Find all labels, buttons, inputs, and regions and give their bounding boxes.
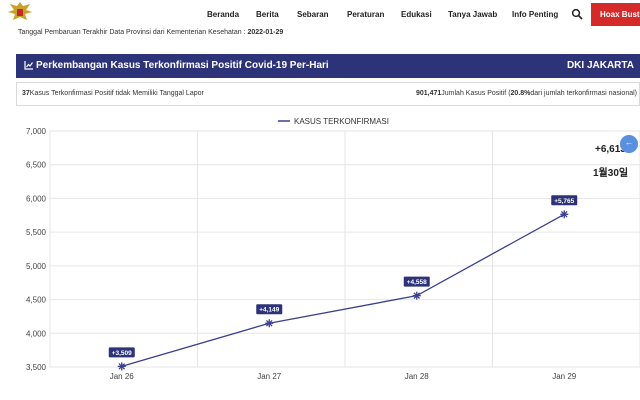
y-tick-label: 6,000 bbox=[26, 194, 47, 203]
y-tick-label: 5,000 bbox=[26, 262, 47, 271]
no-date-info: 37Kasus Terkonfirmasi Positif tidak Memi… bbox=[22, 90, 204, 97]
data-label: +4,558 bbox=[407, 279, 427, 286]
data-label-box bbox=[403, 276, 430, 287]
line-chart-icon bbox=[24, 61, 33, 70]
nav-item-edukasi[interactable]: Edukasi bbox=[401, 10, 432, 19]
y-tick-label: 4,000 bbox=[26, 329, 47, 338]
chart-title-bar: Perkembangan Kasus Terkonfirmasi Positif… bbox=[16, 54, 640, 78]
total-info: 901,471Jumlah Kasus Positif (20.8%dari j… bbox=[416, 90, 637, 97]
y-tick-label: 7,000 bbox=[26, 127, 47, 136]
data-label: +5,765 bbox=[554, 198, 574, 205]
chart-title: Perkembangan Kasus Terkonfirmasi Positif… bbox=[36, 60, 329, 71]
tooltip-date: 1월30일 bbox=[593, 168, 629, 179]
no-date-count: 37 bbox=[22, 90, 30, 97]
total-text: Jumlah Kasus Positif ( bbox=[441, 90, 511, 97]
y-tick-label: 4,500 bbox=[26, 296, 47, 305]
nav-item-tanya-jawab[interactable]: Tanya Jawab bbox=[448, 10, 498, 19]
legend-entry: KASUS TERKONFIRMASI bbox=[294, 117, 389, 126]
last-update-line: Tanggal Pembaruan Terakhir Data Provinsi… bbox=[18, 29, 283, 36]
garuda-logo-icon[interactable] bbox=[6, 0, 34, 26]
no-date-text: Kasus Terkonfirmasi Positif tidak Memili… bbox=[29, 90, 204, 97]
x-tick-label: Jan 26 bbox=[110, 372, 135, 381]
nav-item-beranda[interactable]: Beranda bbox=[207, 10, 240, 19]
data-label: +4,149 bbox=[259, 307, 279, 314]
total-count: 901,471 bbox=[415, 90, 442, 97]
y-tick-label: 6,500 bbox=[26, 161, 47, 170]
search-icon[interactable] bbox=[571, 8, 583, 20]
nav-item-info-penting[interactable]: Info Penting bbox=[512, 10, 559, 19]
data-point-marker[interactable] bbox=[117, 362, 126, 371]
nav-item-peraturan[interactable]: Peraturan bbox=[347, 10, 385, 19]
region-name: DKI JAKARTA bbox=[566, 60, 634, 71]
data-point-marker[interactable] bbox=[412, 291, 421, 300]
top-navigation: Beranda Berita Sebaran Peraturan Edukasi… bbox=[0, 0, 640, 30]
data-label-box bbox=[108, 347, 135, 358]
data-point-marker[interactable] bbox=[560, 210, 569, 219]
tooltip-value: +6,613 bbox=[595, 144, 626, 155]
daily-cases-line-chart: 3,500 4,000 4,500 5,000 5,500 6,000 6,500 7,000… bbox=[26, 117, 640, 381]
nav-item-berita[interactable]: Berita bbox=[256, 10, 279, 19]
nav-item-sebaran[interactable]: Sebaran bbox=[297, 10, 329, 19]
data-label: +3,509 bbox=[112, 350, 132, 357]
x-tick-label: Jan 29 bbox=[552, 372, 577, 381]
total-percentage: 20.8% bbox=[510, 90, 531, 97]
case-info-bar: 37Kasus Terkonfirmasi Positif tidak Memi… bbox=[16, 82, 640, 106]
x-tick-label: Jan 28 bbox=[405, 372, 430, 381]
data-point-marker[interactable] bbox=[265, 319, 274, 328]
hoax-buster-button[interactable]: Hoax Buster bbox=[591, 3, 640, 26]
y-tick-label: 3,500 bbox=[26, 363, 47, 372]
floating-back-button[interactable]: ← bbox=[620, 135, 638, 153]
series-line bbox=[121, 213, 565, 368]
y-tick-label: 5,500 bbox=[26, 228, 47, 237]
last-update-text: Tanggal Pembaruan Terakhir Data Provinsi… bbox=[18, 29, 246, 36]
total-suffix: dari jumlah terkonfirmasi nasional) bbox=[530, 90, 637, 97]
last-update-date: 2022-01-29 bbox=[247, 29, 284, 36]
data-label-box bbox=[256, 304, 283, 315]
data-label-box bbox=[551, 195, 578, 206]
x-tick-label: Jan 27 bbox=[257, 372, 282, 381]
